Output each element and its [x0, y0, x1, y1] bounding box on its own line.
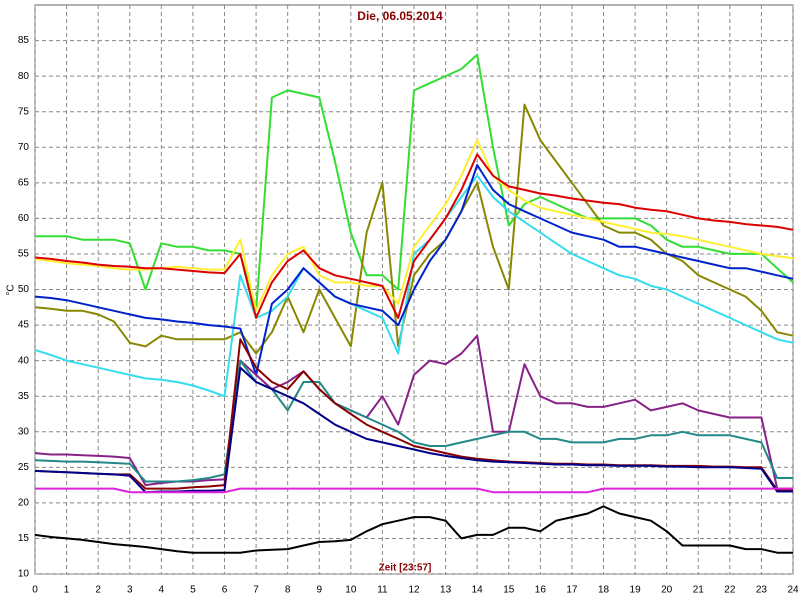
series-line — [34, 359, 793, 483]
x-tick-label: 20 — [661, 585, 673, 596]
lines — [34, 53, 794, 554]
series-line — [35, 53, 794, 312]
x-tick-label: 21 — [693, 585, 705, 596]
x-tick-label: 19 — [630, 585, 642, 596]
y-tick-label: 40 — [18, 355, 30, 366]
series-line — [34, 153, 794, 319]
x-tick-label: 22 — [724, 585, 736, 596]
x-tick-label: 15 — [503, 585, 515, 596]
x-tick-label: 0 — [32, 585, 38, 596]
x-tick-label: 4 — [159, 585, 165, 596]
y-tick-label: 20 — [18, 498, 30, 509]
x-tick-label: 12 — [408, 585, 420, 596]
y-tick-label: 70 — [18, 142, 30, 153]
y-tick-label: 85 — [18, 35, 30, 46]
y-tick-label: 75 — [18, 106, 30, 117]
x-tick-label: 2 — [95, 585, 101, 596]
series-line — [34, 164, 794, 376]
x-tick-label: 23 — [756, 585, 768, 596]
x-tick-label: 9 — [316, 585, 322, 596]
y-tick-label: 60 — [18, 213, 30, 224]
y-tick-label: 10 — [18, 569, 30, 580]
y-tick-label: 55 — [18, 249, 30, 260]
y-tick-label: 25 — [18, 462, 30, 473]
y-tick-label: 45 — [18, 320, 30, 331]
x-tick-label: 7 — [253, 585, 259, 596]
series-line — [34, 505, 793, 554]
x-tick-label: 18 — [598, 585, 610, 596]
series-line — [34, 174, 794, 398]
x-tick-label: 14 — [472, 585, 484, 596]
series-line — [35, 487, 793, 494]
x-tick-label: 8 — [285, 585, 291, 596]
y-tick-label: 65 — [18, 177, 30, 188]
x-axis-label: Zeit [23:57] — [379, 563, 432, 574]
x-tick-label: 6 — [222, 585, 228, 596]
x-tick-label: 10 — [345, 585, 357, 596]
y-tick-label: 80 — [18, 71, 30, 82]
x-tick-label: 13 — [440, 585, 452, 596]
x-tick-label: 11 — [377, 585, 388, 596]
y-axis-label: °C — [6, 284, 17, 295]
series-line — [34, 334, 793, 490]
x-tick-label: 16 — [535, 585, 547, 596]
x-tick-label: 5 — [190, 585, 196, 596]
x-tick-label: 1 — [64, 585, 70, 596]
y-tick-label: 30 — [18, 426, 30, 437]
chart-title: Die, 06.05.2014 — [357, 9, 443, 23]
y-tick-label: 35 — [18, 391, 30, 402]
x-tick-label: 3 — [127, 585, 133, 596]
x-tick-label: 17 — [566, 585, 578, 596]
y-tick-label: 15 — [18, 533, 30, 544]
y-tick-label: 50 — [18, 284, 30, 295]
x-tick-label: 24 — [787, 585, 799, 596]
